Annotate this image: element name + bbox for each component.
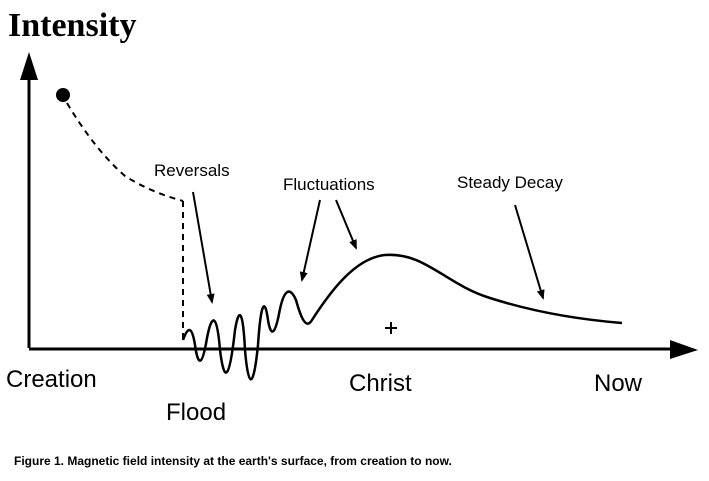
annotation-fluctuations: Fluctuations — [283, 175, 375, 194]
early-decay-dashed — [66, 102, 184, 202]
x-label-now: Now — [594, 370, 643, 397]
x-label-christ: Christ — [349, 370, 412, 397]
steady-decay-arrow — [514, 204, 545, 300]
figure-caption: Figure 1. Magnetic field intensity at th… — [14, 454, 452, 468]
annotation-steady-decay: Steady Decay — [457, 173, 563, 192]
creation-point — [56, 88, 70, 102]
intensity-curve — [181, 253, 623, 381]
x-label-flood: Flood — [166, 399, 226, 426]
fluctuations-arrow-2 — [335, 199, 357, 250]
x-axis-arrowhead — [670, 340, 698, 359]
x-label-creation: Creation — [6, 366, 97, 393]
reversals-arrow — [192, 191, 215, 304]
y-axis-label: Intensity — [8, 7, 136, 44]
y-axis-arrowhead — [20, 52, 38, 80]
fluctuations-arrow-1 — [299, 199, 321, 282]
annotation-reversals: Reversals — [154, 161, 230, 180]
